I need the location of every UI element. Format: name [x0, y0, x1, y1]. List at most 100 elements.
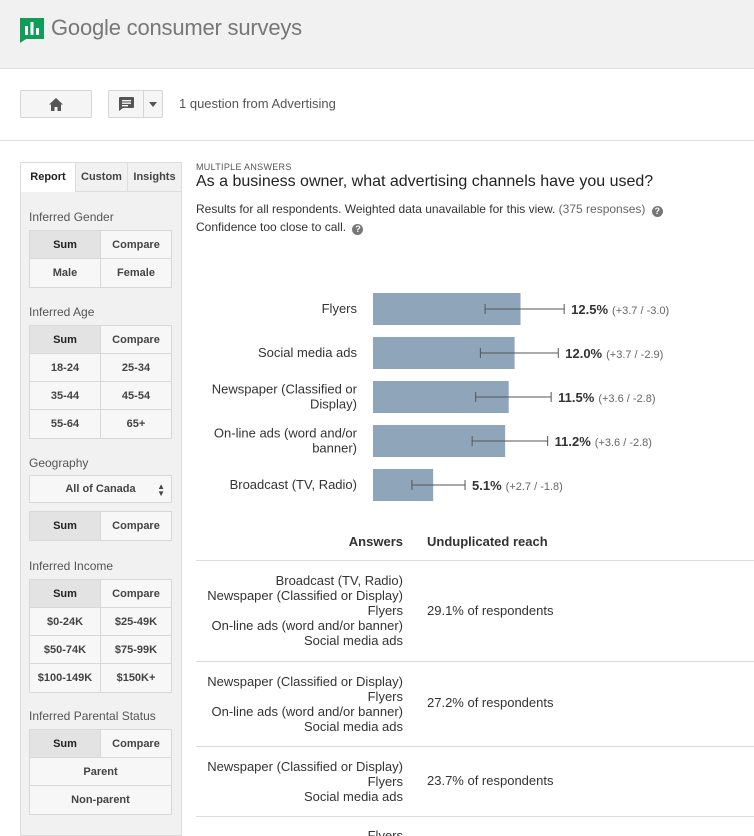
- help-icon[interactable]: ?: [651, 206, 663, 217]
- age-35-44-button[interactable]: 35-44: [30, 382, 101, 410]
- question-text: As a business owner, what advertising ch…: [196, 173, 654, 190]
- reach-cell: 23.7% of respondents: [427, 773, 554, 788]
- income-section-label: Inferred Income: [29, 559, 114, 573]
- response-count: (375 responses): [558, 202, 646, 216]
- geography-select[interactable]: All of Canada ▲ ▼: [29, 475, 172, 503]
- tab-insights[interactable]: Insights: [127, 163, 181, 192]
- age-filter-grid: Sum Compare 18-24 25-34 35-44 45-54 55-6…: [29, 325, 172, 439]
- age-45-54-button[interactable]: 45-54: [101, 382, 171, 410]
- answer-item: Newspaper (Classified or Display): [207, 588, 403, 603]
- sidebar-tabs: Report Custom Insights: [21, 163, 181, 192]
- answer-item: On-line ads (word and/or banner): [211, 618, 404, 633]
- data-label: 12.0% (+3.7 / -2.9): [565, 346, 663, 361]
- geography-select-value: All of Canada: [65, 483, 136, 495]
- table-row: Flyers: [196, 817, 754, 836]
- geography-compare-button[interactable]: Compare: [112, 520, 160, 532]
- error-label: (+3.6 / -2.8): [598, 393, 655, 405]
- gender-sum-button[interactable]: Sum: [30, 231, 101, 259]
- gender-compare-button[interactable]: Compare: [101, 231, 171, 259]
- answer-item: Newspaper (Classified or Display): [207, 674, 403, 689]
- gender-section-label: Inferred Gender: [29, 210, 114, 224]
- parental-compare-button[interactable]: Compare: [101, 730, 171, 758]
- table-row: Newspaper (Classified or Display) Flyers…: [196, 747, 754, 817]
- category-label: On-line ads (word and/or banner): [214, 426, 358, 456]
- app-header: Google consumer surveys: [0, 0, 754, 69]
- table-row: Newspaper (Classified or Display) Flyers…: [196, 662, 754, 747]
- tab-custom[interactable]: Custom: [75, 163, 127, 192]
- age-25-34-button[interactable]: 25-34: [101, 354, 171, 382]
- question-dropdown-button[interactable]: [143, 90, 163, 118]
- age-18-24-button[interactable]: 18-24: [30, 354, 101, 382]
- income-0-24k-button[interactable]: $0-24K: [30, 608, 101, 636]
- parental-parent-button[interactable]: Parent: [30, 758, 171, 786]
- parental-sum-button[interactable]: Sum: [30, 730, 101, 758]
- age-65-plus-button[interactable]: 65+: [126, 418, 146, 430]
- gender-male-button[interactable]: Male: [30, 259, 101, 287]
- category-label: Social media ads: [258, 345, 357, 360]
- question-type-button[interactable]: [108, 90, 144, 118]
- question-type-label: MULTIPLE ANSWERS: [196, 162, 292, 172]
- age-55-64-button[interactable]: 55-64: [30, 410, 101, 438]
- income-50-74k-button[interactable]: $50-74K: [30, 636, 101, 664]
- answers-column-header: Answers: [348, 534, 403, 549]
- table-row: Broadcast (TV, Radio) Newspaper (Classif…: [196, 561, 754, 662]
- parental-filter-grid: Sum Compare Parent Non-parent: [29, 729, 172, 815]
- data-label: 5.1% (+2.7 / -1.8): [472, 478, 563, 493]
- parental-non-parent-button[interactable]: Non-parent: [71, 794, 130, 806]
- income-compare-button[interactable]: Compare: [101, 580, 171, 608]
- error-label: (+3.7 / -3.0): [612, 305, 669, 317]
- category-label: Newspaper (Classified or Display): [212, 382, 358, 412]
- bar-chart-svg: Flyers 12.5% (+3.7 / -3.0) Social media ads…: [212, 293, 669, 501]
- answer-item: Broadcast (TV, Radio): [275, 573, 403, 588]
- select-arrows-icon: ▲ ▼: [157, 482, 165, 498]
- confidence-summary: Confidence too close to call. ?: [196, 220, 364, 235]
- answer-item: Social media ads: [304, 633, 403, 648]
- parental-section-label: Inferred Parental Status: [29, 709, 156, 723]
- reach-table-header: Answers Unduplicated reach: [196, 533, 754, 561]
- income-150k-plus-button[interactable]: $150K+: [116, 672, 156, 684]
- income-filter-grid: Sum Compare $0-24K $25-49K $50-74K $75-9…: [29, 579, 172, 693]
- help-icon[interactable]: ?: [352, 224, 364, 235]
- error-label: (+3.6 / -2.8): [595, 437, 652, 449]
- income-sum-button[interactable]: Sum: [30, 580, 101, 608]
- age-compare-button[interactable]: Compare: [101, 326, 171, 354]
- income-75-99k-button[interactable]: $75-99K: [101, 636, 171, 664]
- geography-filter-grid: Sum Compare: [29, 511, 172, 541]
- answers-cell: Newspaper (Classified or Display) Flyers…: [207, 674, 403, 734]
- results-bar-chart: Flyers 12.5% (+3.7 / -3.0) Social media ads…: [196, 285, 754, 510]
- tab-report[interactable]: Report: [21, 163, 75, 192]
- results-text: Results for all respondents. Weighted da…: [196, 202, 556, 216]
- results-summary: Results for all respondents. Weighted da…: [196, 202, 663, 217]
- answer-item: Newspaper (Classified or Display): [207, 759, 403, 774]
- data-label: 12.5% (+3.7 / -3.0): [571, 302, 669, 317]
- app-title: Google consumer surveys: [51, 15, 302, 40]
- answers-cell: Newspaper (Classified or Display) Flyers…: [207, 759, 403, 804]
- answer-item: Social media ads: [304, 789, 403, 804]
- data-label: 11.5% (+3.6 / -2.8): [558, 390, 655, 405]
- answer-item: Social media ads: [304, 719, 403, 734]
- confidence-text: Confidence too close to call.: [196, 220, 347, 234]
- reach-column-header: Unduplicated reach: [427, 534, 548, 549]
- income-25-49k-button[interactable]: $25-49K: [101, 608, 171, 636]
- question-source-label: 1 question from Advertising: [179, 96, 336, 111]
- answers-cell: Broadcast (TV, Radio) Newspaper (Classif…: [207, 573, 403, 648]
- toolbar: 1 question from Advertising: [0, 69, 754, 141]
- error-label: (+3.7 / -2.9): [606, 349, 663, 361]
- reach-cell: 29.1% of respondents: [427, 603, 554, 618]
- geography-sum-button[interactable]: Sum: [30, 512, 101, 540]
- filter-sidebar: Report Custom Insights Inferred Gender S…: [20, 162, 182, 836]
- answer-item: Flyers: [367, 828, 403, 836]
- home-button[interactable]: [20, 90, 92, 118]
- caret-down-icon: [149, 101, 157, 107]
- age-section-label: Inferred Age: [29, 305, 95, 319]
- age-sum-button[interactable]: Sum: [30, 326, 101, 354]
- gender-filter-grid: Sum Compare Male Female: [29, 230, 172, 288]
- comment-icon: [118, 97, 134, 111]
- category-label: Flyers: [322, 301, 358, 316]
- home-icon: [49, 97, 63, 111]
- reach-cell: 27.2% of respondents: [427, 695, 554, 710]
- surveys-logo-icon: [20, 18, 44, 43]
- income-100-149k-button[interactable]: $100-149K: [30, 664, 101, 692]
- gender-female-button[interactable]: Female: [117, 267, 155, 279]
- category-label: Broadcast (TV, Radio): [230, 477, 357, 492]
